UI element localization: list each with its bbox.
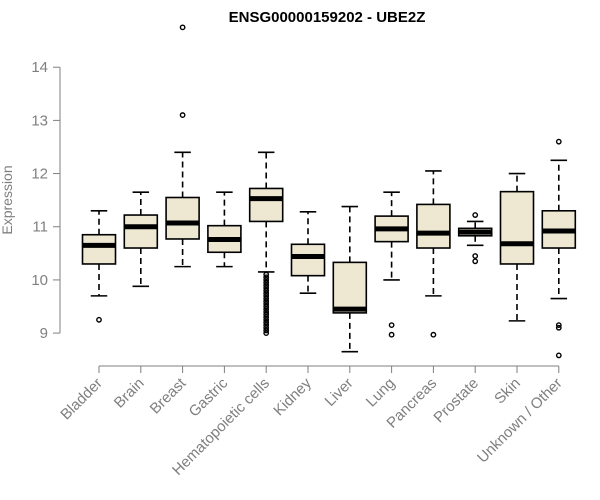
iqr-box xyxy=(81,233,117,265)
outlier-point xyxy=(472,253,479,259)
x-tick-label: Lung xyxy=(363,375,399,411)
x-tick-label: Brain xyxy=(111,375,148,412)
boxes xyxy=(81,24,577,359)
iqr-box xyxy=(165,196,200,240)
outlier-point xyxy=(179,112,186,118)
outlier-point xyxy=(263,303,270,310)
iqr-box xyxy=(416,203,451,249)
outlier-point xyxy=(263,279,270,286)
y-tick-label: 13 xyxy=(31,112,48,129)
outlier-point xyxy=(472,212,479,218)
outlier-point xyxy=(263,300,270,307)
chart-title: ENSG00000159202 - UBE2Z xyxy=(229,9,426,26)
outlier-point xyxy=(263,311,270,318)
x-tick-label: Prostate xyxy=(430,375,482,427)
outlier-point xyxy=(263,327,270,334)
y-axis-label: Expression xyxy=(0,165,15,234)
x-tick-label: Kidney xyxy=(270,374,315,419)
outlier-point xyxy=(263,277,270,283)
outlier-point xyxy=(263,314,270,321)
iqr-box xyxy=(332,261,368,314)
y-tick-label: 10 xyxy=(31,272,48,289)
box-prostate xyxy=(457,212,493,265)
outlier-point xyxy=(388,331,395,338)
outlier-point xyxy=(263,284,270,291)
box-hematopoietic-cells xyxy=(248,151,284,336)
y-tick-label: 11 xyxy=(32,219,48,236)
outlier-point xyxy=(263,306,270,313)
outlier-point xyxy=(263,292,270,299)
outlier-point xyxy=(388,322,395,329)
box-unknown-other xyxy=(541,138,577,359)
outlier-point xyxy=(263,316,270,323)
outlier-point xyxy=(179,24,186,31)
outlier-point xyxy=(263,290,270,297)
box-liver xyxy=(332,205,368,353)
x-tick-label: Liver xyxy=(322,375,357,410)
box-gastric xyxy=(207,191,242,268)
iqr-box xyxy=(499,190,535,265)
iqr-box xyxy=(123,214,159,249)
box-kidney xyxy=(290,211,326,295)
box-lung xyxy=(374,191,409,338)
outlier-point xyxy=(263,308,270,315)
outlier-point xyxy=(263,322,270,329)
x-tick-label: Bladder xyxy=(57,375,106,424)
outlier-point xyxy=(555,322,562,329)
outlier-point xyxy=(555,324,562,331)
box-skin xyxy=(499,172,535,322)
x-tick-label: Breast xyxy=(147,374,190,417)
iqr-box xyxy=(290,243,326,277)
outlier-point xyxy=(263,298,270,305)
y-tick-label: 12 xyxy=(31,166,48,183)
outlier-point xyxy=(472,258,479,265)
box-brain xyxy=(123,191,159,288)
outlier-point xyxy=(263,271,270,278)
iqr-box xyxy=(248,187,284,223)
outlier-point xyxy=(555,138,562,145)
outlier-point xyxy=(555,352,562,359)
box-pancreas xyxy=(416,170,451,338)
box-bladder xyxy=(81,209,117,323)
outlier-point xyxy=(263,330,270,336)
outlier-point xyxy=(96,316,102,323)
y-tick-label: 14 xyxy=(31,59,48,76)
outlier-point xyxy=(263,324,270,331)
outlier-point xyxy=(263,274,270,281)
outlier-point xyxy=(263,319,270,326)
outlier-point xyxy=(263,295,270,302)
outlier-point xyxy=(263,282,270,289)
box-breast xyxy=(165,24,200,268)
x-tick-label: Skin xyxy=(491,375,524,408)
y-tick-label: 9 xyxy=(40,325,48,342)
outlier-point xyxy=(263,287,270,294)
outlier-point xyxy=(430,331,437,338)
